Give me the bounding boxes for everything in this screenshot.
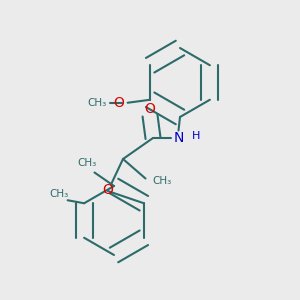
Text: O: O (145, 102, 155, 116)
Text: H: H (192, 130, 201, 141)
Text: CH₃: CH₃ (87, 98, 106, 108)
Text: N: N (173, 131, 184, 145)
Text: O: O (103, 184, 113, 197)
Text: O: O (114, 96, 124, 110)
Text: CH₃: CH₃ (152, 176, 171, 187)
Text: CH₃: CH₃ (49, 189, 68, 199)
Text: CH₃: CH₃ (77, 158, 97, 168)
